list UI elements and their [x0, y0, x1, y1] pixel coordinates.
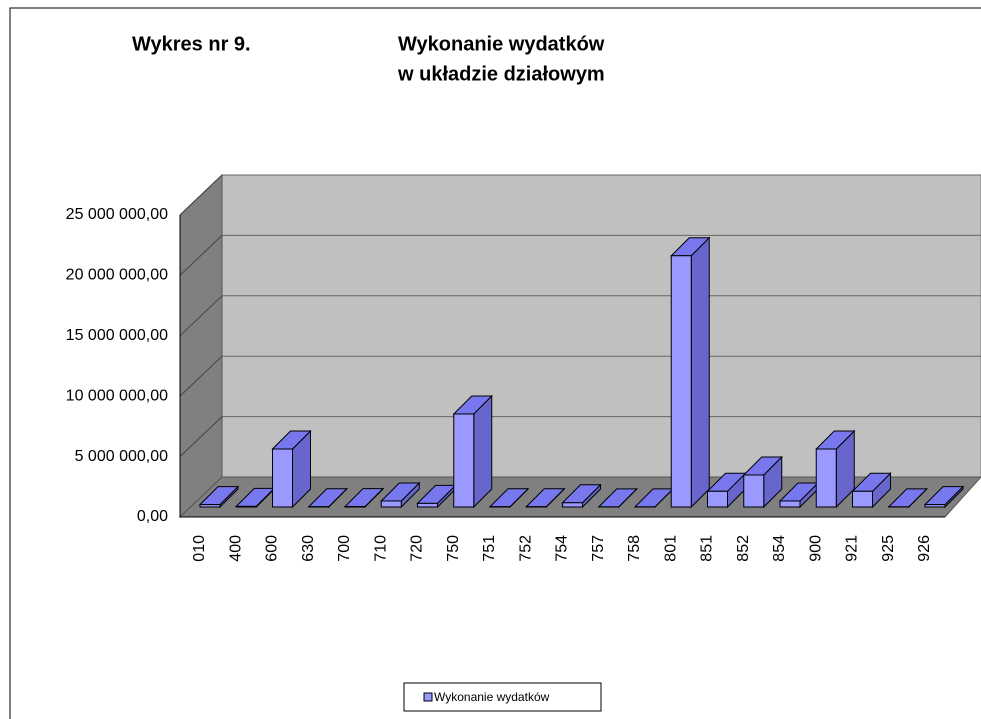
x-tick-label: 630: [300, 535, 317, 562]
chart-label: Wykres nr 9.: [132, 33, 251, 55]
x-tick-label: 758: [626, 535, 643, 562]
legend-swatch: [423, 692, 433, 702]
y-tick-label: 15 000 000,00: [66, 327, 168, 344]
x-tick-label: 854: [771, 535, 788, 562]
y-tick-label: 0,00: [137, 508, 168, 525]
x-tick-label: 851: [699, 535, 716, 562]
bar: [924, 504, 946, 508]
x-tick-label: 757: [590, 535, 607, 562]
y-tick-label: 25 000 000,00: [66, 206, 168, 223]
y-tick-label: 5 000 000,00: [75, 448, 169, 465]
bar-side: [473, 394, 493, 509]
bar: [417, 502, 438, 508]
bar: [235, 505, 257, 508]
bar-side: [690, 236, 710, 509]
bar: [707, 490, 728, 508]
bar: [453, 413, 475, 508]
x-tick-label: 010: [191, 535, 208, 562]
bar: [743, 474, 765, 508]
bar: [562, 502, 583, 508]
legend-box: [403, 682, 602, 712]
bar: [815, 448, 837, 508]
bar: [670, 255, 692, 508]
chart-title: Wykonanie wydatków: [398, 33, 605, 55]
chart-title: w układzie działowym: [397, 63, 605, 85]
x-tick-label: 751: [481, 535, 498, 562]
side-wall: [179, 173, 223, 519]
grid-line: [179, 416, 223, 457]
x-tick-label: 921: [844, 535, 861, 562]
legend-label: Wykonanie wydatków: [434, 690, 550, 704]
bar: [380, 500, 402, 508]
x-tick-label: 752: [517, 535, 534, 562]
x-tick-label: 400: [227, 535, 244, 562]
x-tick-label: 852: [735, 535, 752, 562]
bar: [272, 448, 293, 508]
x-tick-label: 720: [409, 535, 426, 562]
x-tick-label: 900: [807, 535, 824, 562]
x-tick-label: 710: [372, 535, 389, 562]
x-tick-label: 801: [662, 535, 679, 562]
bar: [199, 504, 221, 508]
x-tick-label: 750: [445, 535, 462, 562]
bar: [779, 500, 801, 508]
bar: [852, 490, 873, 508]
back-wall: [221, 174, 981, 478]
grid-line: [179, 295, 223, 337]
grid-line: [179, 355, 223, 397]
y-tick-label: 10 000 000,00: [66, 387, 168, 404]
x-tick-label: 925: [880, 535, 897, 562]
x-tick-label: 600: [264, 535, 281, 562]
grid-line: [179, 174, 223, 216]
x-tick-label: 700: [336, 535, 353, 562]
y-tick-label: 20 000 000,00: [66, 267, 168, 284]
x-tick-label: 754: [554, 535, 571, 562]
x-tick-label: 926: [916, 535, 933, 562]
grid-line: [179, 235, 223, 276]
